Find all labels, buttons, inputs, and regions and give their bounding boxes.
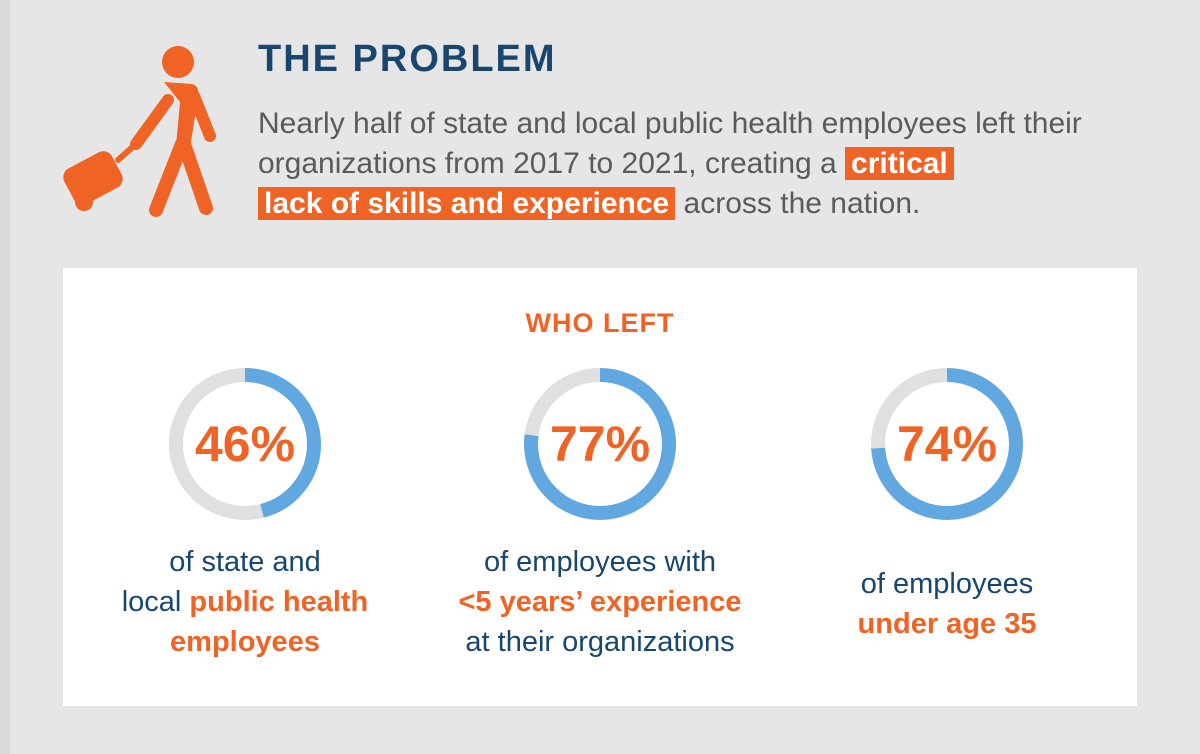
donut-chart [169, 368, 321, 520]
desc-strong-line: <5 years’ experience [458, 586, 742, 618]
stat-card-public-health: 46% of state and local public health emp… [75, 366, 415, 686]
person-with-suitcase-icon [63, 46, 216, 217]
intro-paragraph: Nearly half of state and local public he… [258, 104, 1138, 224]
stat-description: of state and local public health employe… [75, 542, 415, 662]
stat-value-77: 77% [549, 416, 651, 472]
desc-line: of employees [860, 568, 1034, 600]
desc-line: of employees with [483, 546, 717, 578]
stat-card-experience: 77% of employees with <5 years’ experien… [430, 366, 770, 686]
desc-strong-line: under age 35 [857, 608, 1037, 640]
stat-description: of employees under age 35 [777, 564, 1117, 644]
who-left-card: WHO LEFT 46% of state and local public h… [63, 268, 1137, 706]
chart-title: WHO LEFT [525, 308, 675, 338]
stat-value-74: 74% [896, 416, 998, 472]
stat-value-46: 46% [194, 416, 296, 472]
donut-chart [524, 368, 676, 520]
desc-strong-text: public health [189, 586, 369, 618]
intro-highlight-skills: lack of skills and experience [258, 187, 676, 220]
intro-text-end: across the nation. [675, 187, 921, 220]
desc-text: local [121, 586, 190, 618]
stat-card-age: 74% of employees under age 35 [777, 366, 1117, 686]
intro-highlight-critical: critical [845, 147, 954, 180]
intro-text: Nearly half of state and local public he… [258, 107, 1082, 180]
page-title: THE PROBLEM [258, 38, 557, 80]
desc-line-2: local public health [75, 582, 415, 622]
donut-fill-77 [524, 368, 676, 520]
donut-fill-74 [871, 368, 1023, 520]
desc-line: at their organizations [465, 626, 735, 658]
left-edge-strip [0, 0, 10, 754]
stat-description: of employees with <5 years’ experience a… [430, 542, 770, 662]
desc-line: of state and [169, 546, 321, 578]
desc-strong-line: employees [170, 626, 320, 658]
donut-fill-46 [169, 368, 321, 520]
donut-chart [871, 368, 1023, 520]
